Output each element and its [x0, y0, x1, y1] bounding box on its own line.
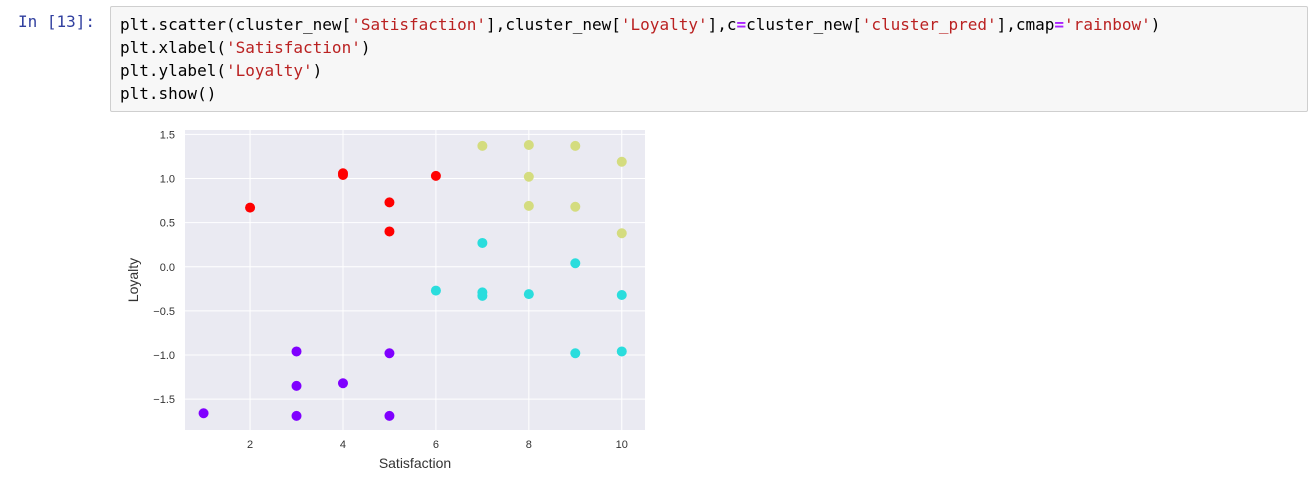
scatter-point [616, 290, 627, 300]
scatter-point [616, 228, 627, 239]
code-line-2: plt.xlabel('Satisfaction') [120, 38, 371, 57]
scatter-point [523, 289, 534, 300]
scatter-point [291, 380, 302, 391]
scatter-point [384, 410, 395, 421]
code-editor[interactable]: plt.scatter(cluster_new['Satisfaction'],… [110, 6, 1308, 112]
code-line-3: plt.ylabel('Loyalty') [120, 61, 323, 80]
x-tick-label: 2 [247, 439, 253, 451]
scatter-points [198, 140, 627, 421]
y-tick-label: 1.0 [160, 174, 175, 186]
y-tick-label: −1.5 [153, 394, 175, 406]
scatter-point [616, 156, 627, 167]
scatter-point [616, 346, 627, 357]
plot-background [185, 130, 645, 430]
y-tick-label: 0.5 [160, 218, 175, 230]
scatter-point [477, 237, 488, 248]
scatter-point [570, 140, 581, 151]
scatter-point [523, 200, 534, 211]
code-line-4: plt.show() [120, 84, 217, 103]
scatter-point [384, 226, 395, 237]
input-prompt: In [13]: [18, 12, 96, 31]
scatter-point [430, 170, 441, 181]
scatter-point [384, 348, 395, 359]
scatter-point [570, 348, 581, 359]
x-tick-label: 8 [526, 439, 532, 451]
cell-output: 2 4 6 8 10 1.5 1.0 0.5 0.0 −0.5 −1.0 −1.5 Satisfact… [110, 120, 670, 490]
scatter-point [523, 171, 534, 182]
x-tick-label: 4 [340, 439, 346, 451]
y-tick-label: −0.5 [153, 306, 175, 318]
tick-labels: 2 4 6 8 10 1.5 1.0 0.5 0.0 −0.5 −1.0 −1.5 [153, 129, 628, 451]
x-axis-label: Satisfaction [379, 455, 451, 471]
code-text[interactable]: plt.scatter(cluster_new['Satisfaction'],… [120, 13, 1160, 105]
scatter-point [477, 290, 488, 301]
scatter-point [570, 201, 581, 212]
scatter-point [198, 408, 209, 419]
y-tick-label: 0.0 [160, 262, 175, 274]
scatter-point [477, 140, 488, 151]
y-axis-label: Loyalty [125, 258, 141, 302]
scatter-point [245, 202, 256, 213]
y-tick-label: 1.5 [160, 129, 175, 141]
scatter-point [384, 197, 395, 208]
x-tick-label: 6 [433, 439, 439, 451]
scatter-point [291, 410, 302, 421]
scatter-point [337, 378, 348, 389]
scatter-point [430, 285, 441, 296]
code-line-1: plt.scatter(cluster_new['Satisfaction'],… [120, 15, 1161, 34]
x-tick-label: 10 [616, 439, 628, 451]
scatter-chart: 2 4 6 8 10 1.5 1.0 0.5 0.0 −0.5 −1.0 −1.5 Satisfact… [125, 129, 645, 471]
y-tick-label: −1.0 [153, 350, 175, 362]
scatter-point [337, 170, 348, 180]
scatter-point [291, 346, 302, 357]
scatter-point [570, 258, 581, 269]
scatter-point [523, 140, 534, 150]
